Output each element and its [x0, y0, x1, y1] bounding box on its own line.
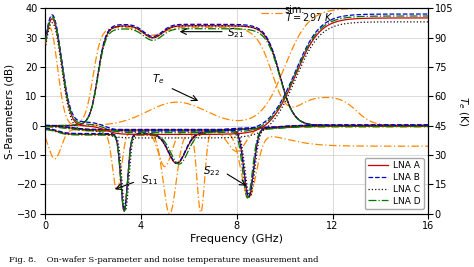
- Y-axis label: $T_e$ (K): $T_e$ (K): [456, 96, 470, 126]
- Legend: LNA A, LNA B, LNA C, LNA D: LNA A, LNA B, LNA C, LNA D: [365, 158, 424, 209]
- X-axis label: Frequency (GHz): Frequency (GHz): [190, 234, 283, 244]
- Text: $S_{11}$: $S_{11}$: [141, 173, 158, 187]
- Y-axis label: S-Parameters (dB): S-Parameters (dB): [4, 63, 14, 159]
- Text: $S_{21}$: $S_{21}$: [227, 26, 245, 40]
- Text: Fig. 8.    On-wafer S-parameter and noise temperature measurement and: Fig. 8. On-wafer S-parameter and noise t…: [9, 256, 319, 264]
- Text: $T_e$: $T_e$: [153, 72, 165, 86]
- Text: $S_{22}$: $S_{22}$: [203, 164, 220, 178]
- Text: sim.: sim.: [285, 5, 305, 15]
- Text: $T = 297$ K: $T = 297$ K: [285, 11, 333, 23]
